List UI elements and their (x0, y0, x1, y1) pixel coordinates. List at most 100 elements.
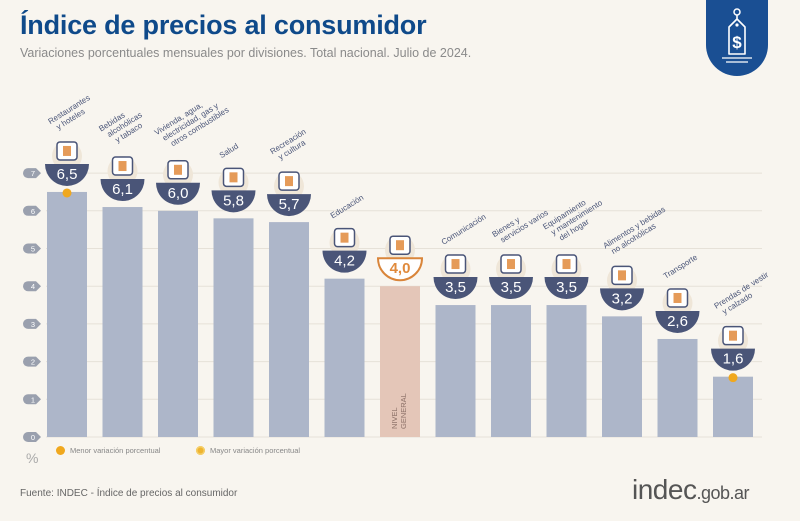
value-label: 4,2 (334, 253, 355, 270)
bar (602, 316, 642, 437)
category-label: Salud (218, 142, 240, 160)
bar (47, 191, 87, 437)
legend-max: Mayor variación porcentual (196, 446, 300, 455)
category-label-line: Comunicación (440, 212, 488, 247)
category-label: Alimentos y bebidasno alcohólicas (602, 205, 672, 258)
y-tick-marker (23, 168, 41, 179)
bar (102, 207, 143, 437)
value-bowl (489, 277, 533, 300)
y-tick-marker (23, 432, 41, 442)
value-label: 6,1 (112, 181, 133, 198)
bus-icon (662, 287, 693, 318)
value-label: 1,6 (723, 351, 744, 368)
food-chicken-icon (607, 265, 637, 296)
restaurant-icon-accent (63, 145, 71, 156)
y-tick-marker (23, 318, 41, 329)
smartphone-icon (440, 254, 471, 285)
value-bowl (655, 310, 700, 333)
smartphone-icon-accent (451, 259, 460, 270)
category-label: Vivienda, agua,electricidad, gas yotros … (153, 90, 231, 152)
health-cross-icon-accent (229, 172, 238, 183)
y-tick-label: 4 (31, 282, 35, 291)
food-chicken-icon-accent (618, 270, 626, 281)
value-bowl (600, 288, 644, 311)
recreation-umbrella-icon-accent (285, 176, 293, 187)
legend-min-label: Menor variación porcentual (70, 446, 161, 455)
restaurant-icon (52, 140, 82, 171)
bar (380, 286, 420, 437)
indec-logo[interactable]: indec.gob.ar (632, 474, 749, 506)
page-title: Índice de precios al consumidor (20, 10, 427, 40)
lightbulb-tools-icon (163, 159, 193, 190)
appliance-icon (551, 254, 582, 285)
max-marker (62, 188, 72, 198)
drinks-tobacco-icon (107, 156, 138, 187)
bar (657, 338, 698, 437)
category-label: Transporte (662, 252, 700, 280)
legend-min: Menor variación porcentual (56, 446, 160, 455)
value-label: 2,6 (667, 313, 688, 330)
category-label-line: Educación (329, 193, 365, 220)
value-label: 4,0 (390, 260, 411, 277)
category-label: NIVELGENERAL (390, 393, 408, 429)
value-label: 6,0 (168, 185, 189, 202)
bar (435, 305, 476, 437)
value-label: 5,7 (279, 196, 300, 213)
category-label-line: Transporte (662, 252, 700, 280)
value-bowl (376, 257, 424, 282)
price-tag-dollar-icon: $ (722, 8, 752, 63)
category-label: Bebidasalcohólicasy tabaco (97, 103, 148, 149)
y-tick-marker (23, 205, 41, 216)
value-bowl (711, 348, 755, 371)
price-badge: $ (706, 0, 768, 76)
y-tick-label: 2 (31, 358, 35, 367)
value-bowl (45, 163, 89, 186)
source-note: Fuente: INDEC - Índice de precios al con… (20, 488, 238, 499)
y-tick-marker (23, 243, 41, 254)
value-bowl (322, 250, 367, 273)
value-label: 3,5 (501, 279, 522, 296)
legend-max-marker (196, 446, 205, 455)
y-tick-marker (23, 356, 41, 367)
bus-icon-accent (673, 292, 682, 303)
drinks-tobacco-icon-accent (118, 161, 127, 172)
y-tick-label: 7 (31, 169, 35, 178)
education-notebook-icon-accent (340, 232, 349, 243)
value-label: 3,5 (445, 279, 466, 296)
legend-max-label: Mayor variación porcentual (210, 446, 301, 455)
brand-suffix: .gob.ar (696, 483, 749, 503)
value-label: 5,8 (223, 192, 244, 209)
education-notebook-icon (329, 227, 360, 258)
svg-text:$: $ (732, 33, 742, 52)
lightbulb-tools-icon-accent (174, 164, 182, 175)
brand-main: indec (632, 474, 697, 505)
y-tick-label: 3 (31, 320, 35, 329)
y-tick-label: 6 (31, 207, 35, 216)
min-marker (728, 373, 738, 383)
category-label: Educación (329, 193, 365, 220)
recreation-umbrella-icon (274, 171, 304, 202)
bar (213, 218, 254, 437)
value-bowl (433, 277, 478, 300)
category-label: Comunicación (440, 212, 488, 247)
value-bowl (211, 190, 256, 213)
category-label: Prendas de vestiry calzado (713, 270, 776, 318)
bar (158, 210, 198, 437)
comb-items-icon (496, 254, 526, 285)
category-label-line: GENERAL (399, 393, 408, 429)
value-bowl (544, 277, 589, 300)
y-tick-label: 0 (31, 433, 35, 442)
y-tick-marker (23, 394, 41, 405)
y-tick-label: 5 (31, 245, 35, 254)
bar (713, 376, 753, 437)
category-label: Restaurantesy hoteles (47, 93, 97, 133)
health-cross-icon (218, 167, 249, 198)
value-label: 3,2 (612, 290, 633, 307)
category-label: Equipamientoy mantenimientodel hogar (541, 190, 609, 246)
clothing-shoe-icon-accent (729, 330, 737, 341)
category-label: Recreacióny cultura (269, 127, 313, 164)
comb-items-icon-accent (507, 259, 515, 270)
category-label-line: Salud (218, 142, 240, 160)
value-label: 6,5 (57, 166, 78, 183)
